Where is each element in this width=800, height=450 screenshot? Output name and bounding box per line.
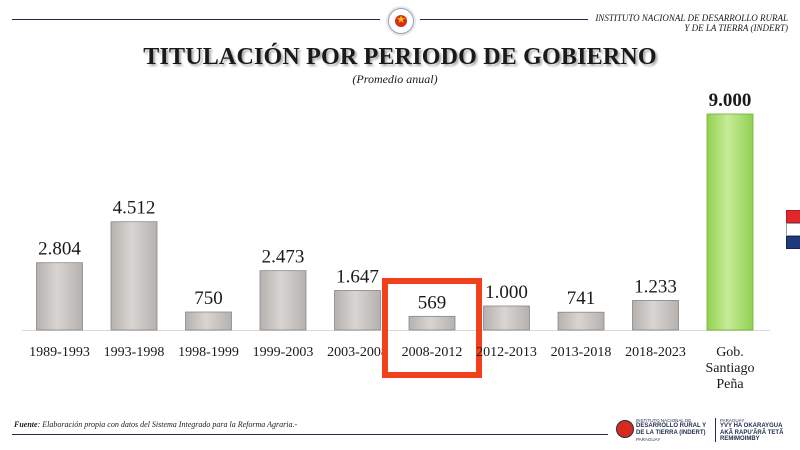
logo1-line3: PARAGUAY (636, 436, 661, 442)
value-label-5: 569 (418, 292, 447, 313)
logo1-small: INSTITUTO NACIONAL DE (636, 418, 692, 423)
bar-1 (110, 221, 158, 331)
bar-7 (557, 311, 605, 331)
logo2-line3: REMIMOIMBY (720, 436, 760, 442)
value-label-7: 741 (567, 288, 596, 309)
category-label-0: 1989-1993 (29, 345, 90, 360)
value-label-1: 4.512 (113, 198, 156, 219)
bar-0 (36, 262, 83, 331)
flag-red-stripe-icon (786, 210, 800, 223)
category-label-8: 2018-2023 (625, 345, 686, 360)
category-label-2: 1998-1999 (178, 345, 239, 360)
flag-blue-stripe-icon (786, 236, 800, 249)
institution-name-line1: INSTITUTO NACIONAL DE DESARROLLO RURAL (595, 13, 788, 23)
header-rule-left (12, 19, 380, 20)
footer-logos: INSTITUTO NACIONAL DE DESARROLLO RURAL Y… (616, 416, 796, 444)
labels-layer: 2.804 1989-1993 4.512 1993-1998 750 1998-1999… (29, 90, 754, 392)
coat-of-arms-icon: ★ (388, 8, 414, 34)
source-note: Fuente: Elaboración propia con datos del… (14, 420, 297, 429)
value-label-3: 2.473 (262, 247, 305, 268)
indert-seal-icon (616, 420, 634, 438)
footer-rule (12, 434, 608, 435)
chart-subtitle: (Promedio anual) (352, 72, 438, 86)
logo-separator (715, 418, 716, 442)
category-label-1: 1993-1998 (104, 345, 165, 360)
logo2-line2: AKÃ RAPU'ÃRÃ TETÃ (720, 429, 784, 436)
value-label-8: 1.233 (634, 276, 677, 297)
bar-2 (185, 311, 232, 331)
logo2-small: PARAGUAY (720, 418, 745, 423)
bar-5 (408, 315, 456, 331)
value-label-2: 750 (194, 288, 223, 309)
value-label-0: 2.804 (38, 239, 81, 260)
category-label-6: 2012-2013 (476, 345, 537, 360)
bar-6 (483, 305, 530, 331)
source-label: Fuente (14, 420, 38, 429)
institution-name: INSTITUTO NACIONAL DE DESARROLLO RURAL Y… (548, 13, 788, 33)
category-label-4: 2003-2008 (327, 345, 388, 360)
bars-layer (36, 113, 754, 331)
logo1-line1: DESARROLLO RURAL Y (636, 423, 707, 429)
logo2-line1: YVY HA OKARAYGUA (720, 423, 783, 429)
source-text: : Elaboración propia con datos del Siste… (37, 420, 298, 429)
value-label-6: 1.000 (485, 282, 528, 303)
bar-3 (259, 270, 307, 331)
category-label-3: 1999-2003 (253, 345, 314, 360)
flag-white-stripe-icon (786, 223, 800, 236)
value-label-4: 1.647 (336, 266, 379, 287)
chart-title: TITULACIÓN POR PERIODO DE GOBIERNO (143, 44, 657, 70)
highlight-box (382, 278, 482, 378)
category-label-5: 2008-2012 (402, 345, 463, 360)
category-label-7: 2013-2018 (551, 345, 612, 360)
bar-8 (632, 300, 679, 331)
category-label-9: Gob. Santiago Peña (706, 345, 755, 392)
value-label-9: 9.000 (709, 90, 752, 111)
institution-name-line2: Y DE LA TIERRA (INDERT) (684, 23, 788, 33)
bar-4 (334, 290, 381, 331)
header-rule-right (420, 19, 588, 20)
bar-9 (706, 113, 754, 331)
logo1-line2: DE LA TIERRA (INDERT) (636, 429, 706, 436)
